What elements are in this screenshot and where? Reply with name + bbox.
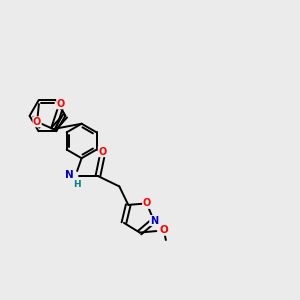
Text: H: H (73, 180, 80, 189)
Text: O: O (142, 198, 151, 208)
Text: O: O (33, 117, 41, 127)
Text: O: O (159, 226, 168, 236)
Text: N: N (150, 215, 158, 226)
Text: O: O (57, 99, 65, 109)
Text: N: N (65, 169, 74, 179)
Text: O: O (98, 147, 106, 157)
